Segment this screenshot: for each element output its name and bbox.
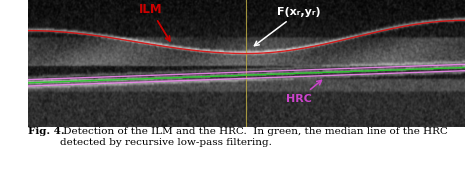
Text: Fig. 4.: Fig. 4. [28, 127, 65, 136]
Text: ILM: ILM [139, 3, 170, 41]
Text: HRC: HRC [286, 80, 321, 104]
Text: Detection of the ILM and the HRC.  In green, the median line of the HRC detected: Detection of the ILM and the HRC. In gre… [60, 127, 448, 147]
Text: F(xᵣ,yᵣ): F(xᵣ,yᵣ) [255, 7, 320, 46]
